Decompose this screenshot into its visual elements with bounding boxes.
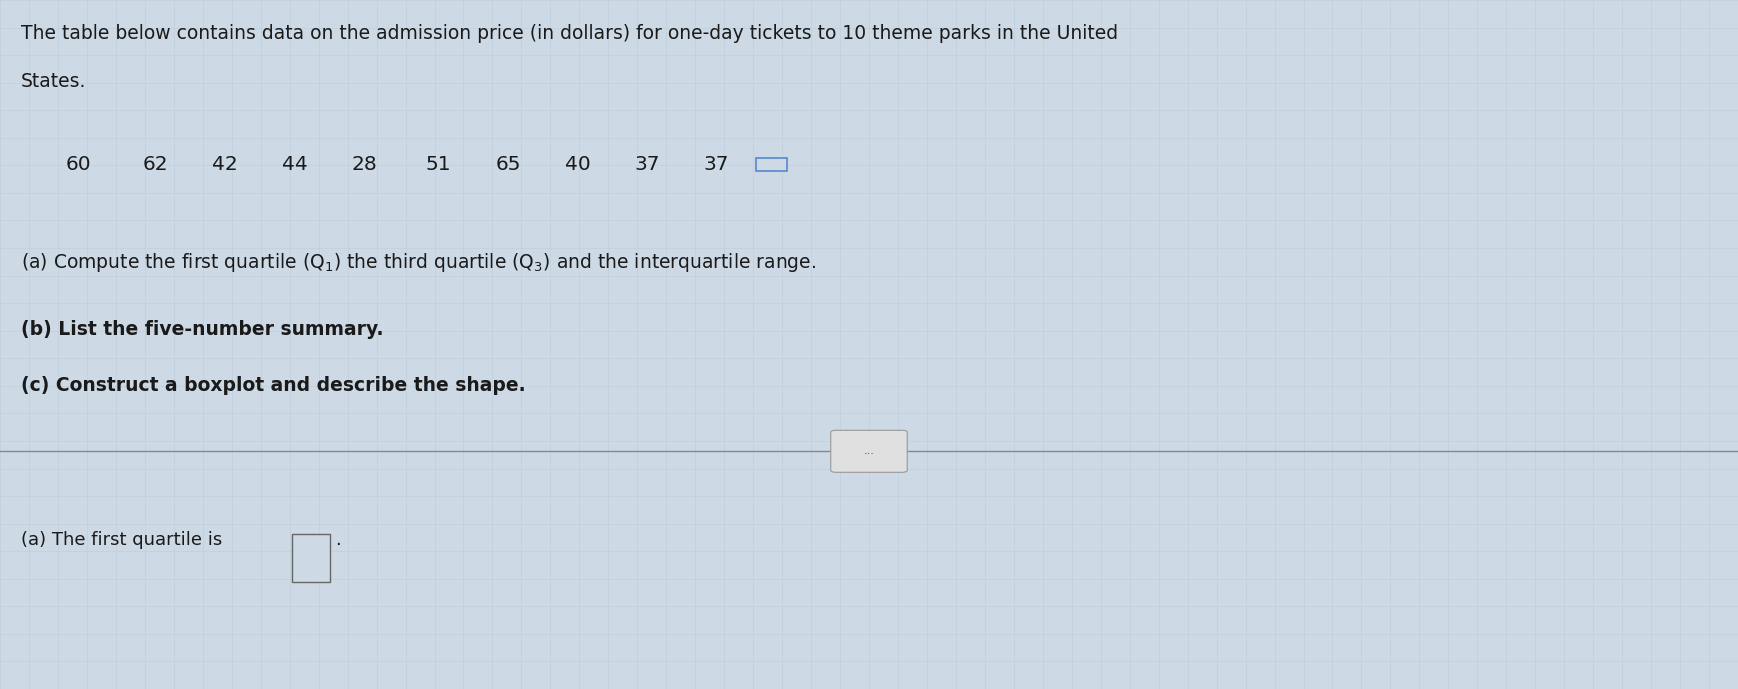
Text: ...: ... xyxy=(864,446,874,456)
Text: .: . xyxy=(335,531,341,548)
Text: 37: 37 xyxy=(634,155,660,174)
Text: 44: 44 xyxy=(282,155,308,174)
Text: 42: 42 xyxy=(212,155,238,174)
FancyBboxPatch shape xyxy=(756,158,787,171)
Text: 28: 28 xyxy=(351,155,377,174)
FancyBboxPatch shape xyxy=(292,534,330,582)
Text: The table below contains data on the admission price (in dollars) for one-day ti: The table below contains data on the adm… xyxy=(21,24,1118,43)
Text: 62: 62 xyxy=(143,155,169,174)
Text: States.: States. xyxy=(21,72,87,92)
Text: 40: 40 xyxy=(565,155,591,174)
Text: (c) Construct a boxplot and describe the shape.: (c) Construct a boxplot and describe the… xyxy=(21,376,525,395)
Text: (a) Compute the first quartile (Q$_1$) the third quartile (Q$_3$) and the interq: (a) Compute the first quartile (Q$_1$) t… xyxy=(21,251,817,274)
FancyBboxPatch shape xyxy=(831,430,907,473)
Text: (b) List the five-number summary.: (b) List the five-number summary. xyxy=(21,320,384,340)
Text: 51: 51 xyxy=(426,155,452,174)
Text: 65: 65 xyxy=(495,155,521,174)
Text: 37: 37 xyxy=(704,155,730,174)
Text: (a) The first quartile is: (a) The first quartile is xyxy=(21,531,222,548)
Text: 60: 60 xyxy=(66,155,92,174)
